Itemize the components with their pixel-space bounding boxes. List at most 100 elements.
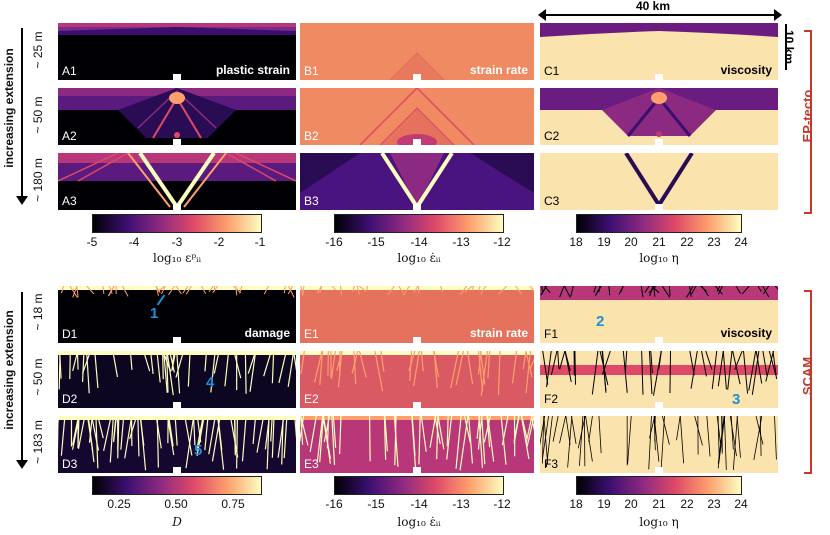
tick: -15 bbox=[367, 497, 385, 511]
fracture-trace bbox=[660, 416, 665, 471]
fracture-trace bbox=[217, 416, 223, 450]
fracture-trace bbox=[244, 351, 247, 394]
fracture-trace bbox=[117, 416, 120, 459]
fracture-trace bbox=[109, 416, 115, 463]
fracture-trace bbox=[60, 286, 65, 294]
fracture-trace bbox=[714, 286, 723, 295]
fracture-trace bbox=[94, 351, 99, 389]
tick: -4 bbox=[128, 235, 140, 249]
annotation-5: 5 bbox=[194, 442, 203, 459]
fracture-trace bbox=[72, 351, 79, 371]
fracture-trace bbox=[374, 351, 384, 392]
panel-title: strain rate bbox=[469, 326, 528, 340]
fracture-trace bbox=[483, 416, 491, 443]
fracture-trace bbox=[168, 416, 174, 447]
row-label-1: ~ 25 m bbox=[31, 31, 45, 69]
fracture-trace bbox=[213, 351, 220, 374]
fracture-trace bbox=[436, 416, 439, 460]
fracture-trace bbox=[196, 416, 204, 451]
fracture-trace bbox=[408, 351, 416, 371]
fracture-trace bbox=[247, 351, 257, 374]
panel-label: C3 bbox=[544, 194, 560, 208]
fracture-trace bbox=[717, 351, 724, 387]
fracture-trace bbox=[455, 351, 465, 386]
fracture-trace bbox=[129, 416, 138, 440]
panel-label: C1 bbox=[544, 64, 560, 78]
fracture-trace bbox=[166, 416, 175, 456]
tick: -14 bbox=[410, 497, 428, 511]
panel-title: viscosity bbox=[720, 326, 772, 340]
fracture-trace bbox=[77, 416, 86, 449]
fracture-trace bbox=[208, 286, 214, 293]
fracture-trace bbox=[336, 351, 343, 372]
fracture-trace bbox=[196, 416, 205, 456]
fracture-trace bbox=[763, 286, 770, 295]
colorbar-label: log₁₀ εᵖᵢᵢ bbox=[152, 251, 202, 265]
fracture-trace bbox=[574, 351, 577, 385]
fracture-trace bbox=[648, 351, 653, 395]
fracture-trace bbox=[735, 286, 741, 294]
fracture-trace bbox=[86, 286, 95, 295]
fracture-trace bbox=[139, 416, 147, 471]
scale-arrow-right-head bbox=[774, 9, 782, 21]
fracture-trace bbox=[319, 416, 324, 463]
panel-label: D3 bbox=[62, 457, 78, 471]
panel-label: D2 bbox=[62, 392, 78, 406]
fracture-trace bbox=[497, 351, 501, 395]
panel-label: E2 bbox=[304, 392, 319, 406]
fracture-trace bbox=[69, 286, 78, 298]
fracture-trace bbox=[542, 416, 550, 460]
field-band bbox=[58, 416, 296, 420]
fracture-trace bbox=[487, 351, 491, 379]
fracture-trace bbox=[384, 416, 388, 452]
panel-label: A2 bbox=[62, 129, 77, 143]
fracture-trace bbox=[529, 358, 534, 370]
fracture-trace bbox=[300, 286, 304, 296]
tick: -5 bbox=[86, 235, 98, 249]
fracture-trace bbox=[578, 416, 584, 466]
fracture-trace bbox=[530, 416, 534, 432]
fracture-trace bbox=[300, 416, 305, 443]
tick: -16 bbox=[325, 235, 343, 249]
fracture-trace bbox=[622, 351, 628, 393]
fracture-trace bbox=[774, 286, 778, 290]
panel-f2: F2 bbox=[540, 351, 778, 408]
colorbar-damage bbox=[92, 476, 262, 495]
fracture-trace bbox=[165, 351, 169, 393]
colorbar-label: log₁₀ η bbox=[639, 251, 679, 265]
fracture-trace bbox=[72, 416, 80, 446]
annotation-1: 1 bbox=[150, 305, 159, 322]
fracture-trace bbox=[331, 416, 336, 465]
fracture-trace bbox=[717, 416, 726, 469]
fracture-trace bbox=[570, 286, 574, 297]
fracture-trace bbox=[476, 416, 481, 439]
fracture-trace bbox=[563, 286, 571, 298]
fracture-trace bbox=[102, 286, 105, 294]
fracture-trace bbox=[711, 351, 718, 390]
fracture-trace bbox=[468, 416, 474, 464]
fracture-trace bbox=[679, 416, 685, 464]
fracture-trace bbox=[184, 416, 193, 456]
fracture-trace bbox=[550, 351, 558, 376]
field-band bbox=[300, 351, 534, 355]
panel-label: F2 bbox=[544, 392, 559, 406]
fracture-trace bbox=[88, 416, 93, 443]
fracture-trace bbox=[520, 416, 530, 460]
fracture-trace bbox=[466, 351, 474, 385]
fracture-trace bbox=[212, 286, 219, 294]
fracture-trace bbox=[588, 416, 593, 442]
fracture-trace bbox=[594, 286, 602, 297]
fracture-trace bbox=[481, 416, 486, 465]
tick: 19 bbox=[597, 497, 611, 511]
panel-f1: F1 viscosity bbox=[540, 286, 778, 343]
fracture-trace bbox=[602, 351, 607, 393]
fracture-trace bbox=[716, 416, 721, 444]
fracture-trace bbox=[732, 351, 741, 385]
fracture-trace bbox=[459, 286, 468, 295]
scale-arrow-left-head bbox=[538, 9, 546, 21]
fracture-trace bbox=[91, 416, 100, 451]
tick: 20 bbox=[624, 497, 638, 511]
colorbar-strain-rate-top bbox=[334, 214, 504, 233]
fracture-trace bbox=[668, 286, 671, 296]
tick: -1 bbox=[254, 235, 266, 249]
